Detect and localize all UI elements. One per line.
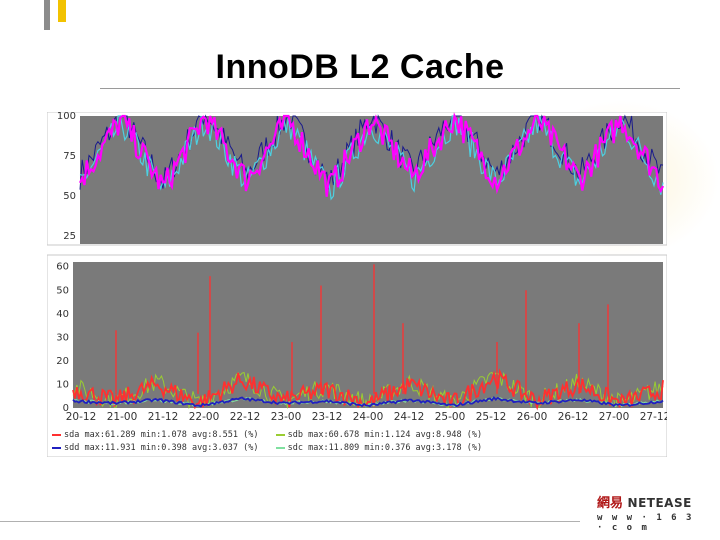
top-y-tick-label: 100 [57,112,76,122]
top-series-line-magenta [79,112,664,197]
legend-swatch-sdd [52,446,61,449]
legend-label-sdd: sdd [64,443,80,453]
bottom-series-line-sdd [72,396,664,408]
bottom-y-tick-label: 40 [56,309,69,320]
legend-swatch-sda [52,433,61,436]
legend-item-sda: sda max:61.289 min:1.078 avg:8.551 (%) [52,430,258,440]
bottom-x-tick-label: 24-00 [353,411,384,423]
legend-item-sdc: sdc max:11.809 min:0.376 avg:3.178 (%) [275,443,483,453]
bottom-plot-area [73,262,663,408]
bottom-y-tick-label: 10 [56,379,69,390]
bottom-y-tick-label: 50 [56,285,69,296]
legend-row-2: sdd max:11.931 min:0.398 avg:3.037 (%) s… [52,443,494,453]
bottom-x-tick-label: 22-00 [189,411,220,423]
slide-title: InnoDB L2 Cache [215,48,505,86]
bottom-series-line-sdb [72,371,664,410]
legend-label-sda: sda [64,430,80,440]
bottom-x-tick-label: 23-12 [312,411,343,423]
bottom-x-tick-label: 27-12 [640,411,667,423]
bottom-y-tick-label: 20 [56,356,69,367]
bottom-x-tick-label: 23-00 [271,411,302,423]
bottom-x-tick-label: 27-00 [599,411,630,423]
footer-divider [0,521,580,522]
top-chart: 25 50 75 100 [57,112,664,244]
title-divider [100,88,680,89]
logo-url: w w w · 1 6 3 · c o m [597,513,694,533]
accent-bar-yellow [58,0,66,22]
legend-item-sdb: sdb max:60.678 min:1.124 avg:8.948 (%) [275,430,483,440]
netease-logo: 網易 NETEASE w w w · 1 6 3 · c o m [597,492,707,533]
top-y-tick-label: 50 [63,191,76,202]
bottom-x-tick-label: 26-00 [517,411,548,423]
bottom-x-tick-label: 24-12 [394,411,425,423]
bottom-y-tick-label: 0 [63,403,69,414]
legend-label-sdb: sdb [287,430,303,440]
legend-row-1: sda max:61.289 min:1.078 avg:8.551 (%) s… [52,430,494,440]
legend-stats-sdc: max:11.809 min:0.376 avg:3.178 (%) [308,443,483,453]
bottom-x-tick-label: 26-12 [558,411,589,423]
legend-swatch-sdb [275,433,285,436]
bottom-y-tick-label: 30 [56,332,69,343]
charts-svg: 25 50 75 100 0 10 20 30 40 50 60 20-12 21-00 21-12 22… [47,112,667,457]
bottom-x-tick-label: 22-12 [230,411,261,423]
bottom-x-tick-label: 21-12 [148,411,179,423]
legend-label-sdc: sdc [287,443,303,453]
top-y-tick-label: 25 [63,231,76,242]
bottom-x-tick-label: 21-00 [107,411,138,423]
legend-item-sdd: sdd max:11.931 min:0.398 avg:3.037 (%) [52,443,258,453]
bottom-x-tick-label: 25-00 [435,411,466,423]
bottom-series-line-sda [72,368,664,411]
legend-stats-sda: max:61.289 min:1.078 avg:8.551 (%) [84,430,259,440]
legend-stats-sdb: max:60.678 min:1.124 avg:8.948 (%) [308,430,483,440]
bottom-chart: 0 10 20 30 40 50 60 20-12 21-00 21-12 22-00 22-12 23… [56,262,667,423]
bottom-x-tick-label: 25-12 [476,411,507,423]
logo-cjk: 網易 [597,496,624,511]
accent-bar-gray [44,0,50,30]
legend-swatch-sdc [275,446,285,449]
bottom-y-tick-label: 60 [56,262,69,273]
logo-name: NETEASE [627,496,692,510]
legend-stats-sdd: max:11.931 min:0.398 avg:3.037 (%) [84,443,259,453]
top-y-tick-label: 75 [63,151,76,162]
logo-top-line: 網易 NETEASE [597,492,707,511]
bottom-x-tick-label: 20-12 [66,411,97,423]
top-plot-area [80,116,663,244]
